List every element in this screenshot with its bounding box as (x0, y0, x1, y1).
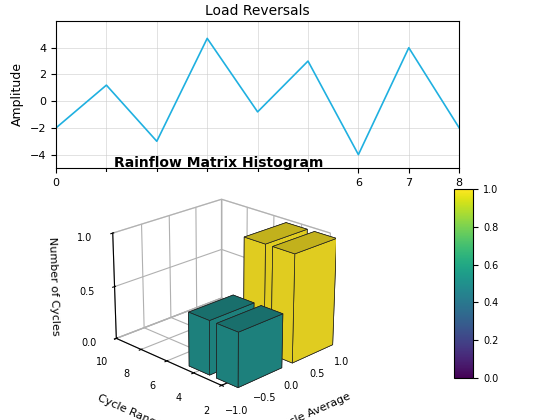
X-axis label: Cycle Average: Cycle Average (275, 391, 352, 420)
X-axis label: Time (secs): Time (secs) (221, 193, 294, 206)
Y-axis label: Cycle Range: Cycle Range (96, 393, 164, 420)
Title: Load Reversals: Load Reversals (206, 5, 310, 18)
Title: Rainflow Matrix Histogram: Rainflow Matrix Histogram (114, 156, 323, 170)
Y-axis label: Amplitude: Amplitude (11, 63, 24, 126)
